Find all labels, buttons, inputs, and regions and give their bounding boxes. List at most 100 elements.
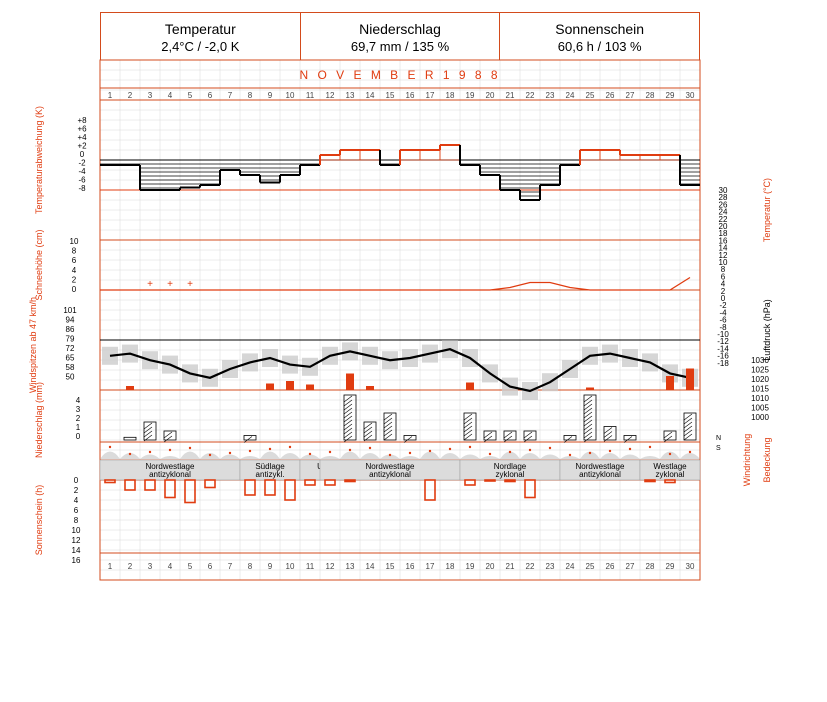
header-cell-sunshine: Sonnenschein 60,6 h / 103 %	[500, 13, 699, 60]
temperature-tick: 4	[721, 280, 726, 289]
day-label-bottom: 6	[208, 562, 213, 571]
sunshine-tick: 16	[72, 556, 81, 565]
cloud-cover-shape	[440, 453, 460, 459]
day-label-bottom: 12	[326, 562, 335, 571]
weather-type-label: Nordwestlage	[366, 462, 415, 471]
cloud-cover-shape	[240, 456, 260, 459]
cloud-cover-shape	[640, 456, 660, 459]
pressure-tick: 1015	[751, 385, 769, 394]
day-label-top: 12	[326, 91, 335, 100]
wind-direction-dot	[108, 445, 112, 449]
header-value-sunshine: 60,6 h / 103 %	[557, 39, 642, 54]
precip-hatch	[583, 423, 593, 431]
day-label-bottom: 26	[606, 562, 615, 571]
day-label-bottom: 30	[686, 562, 695, 571]
wind-tick: 101	[63, 306, 77, 315]
day-label-top: 22	[526, 91, 535, 100]
cloud-cover-shape	[680, 453, 700, 459]
precip-hatch	[363, 434, 373, 442]
header-value-precipitation: 69,7 mm / 135 %	[350, 39, 450, 54]
precip-hatch	[603, 431, 613, 438]
precip-axis-label: Niederschlag (mm)	[34, 382, 44, 458]
snowfall-mark: +	[147, 279, 153, 290]
precip-hatch	[143, 426, 153, 434]
precip-bar	[243, 435, 257, 441]
precip-bar	[123, 436, 137, 441]
month-title: N O V E M B E R 1 9 8 8	[299, 68, 500, 82]
precip-hatch	[383, 429, 393, 437]
pressure-tick: 1020	[751, 375, 769, 384]
day-label-top: 7	[228, 91, 233, 100]
cloud-cover-shape	[420, 451, 440, 459]
snow-tick: 8	[72, 247, 77, 256]
wind-gust-bar	[306, 384, 314, 390]
day-label-top: 10	[286, 91, 295, 100]
precip-bar	[463, 412, 477, 441]
precip-hatch	[463, 425, 473, 433]
day-label-top: 26	[606, 91, 615, 100]
precip-hatch	[343, 403, 353, 411]
cloud-cover-shape	[180, 451, 200, 459]
sunshine-bar	[504, 479, 516, 483]
temperature-tick: -10	[717, 330, 729, 339]
cloud-cover-shape	[120, 453, 140, 459]
temperature-axis-label: Temperatur (°C)	[762, 178, 772, 242]
weather-type-label: antizykl.	[256, 470, 285, 479]
precip-hatch	[563, 436, 573, 443]
anomaly-fill	[419, 149, 441, 161]
weather-type-label: Nordwestlage	[146, 462, 195, 471]
precip-hatch	[143, 434, 153, 442]
day-label-top: 2	[128, 91, 133, 100]
wind-tick: 86	[66, 325, 75, 334]
day-label-top: 21	[506, 91, 515, 100]
anomaly-axis-label: Temperaturabweichung (K)	[34, 106, 44, 214]
wind-direction-dot	[548, 446, 552, 450]
precip-hatch	[383, 413, 393, 421]
day-label-bottom: 21	[506, 562, 515, 571]
precip-hatch	[383, 417, 393, 425]
day-label-bottom: 18	[446, 562, 455, 571]
header-title-precipitation: Niederschlag	[359, 21, 441, 37]
temperature-tick: -2	[719, 301, 727, 310]
precip-hatch	[363, 426, 373, 434]
anomaly-tick: +2	[77, 142, 87, 151]
day-label-bottom: 1	[108, 562, 113, 571]
day-label-bottom: 25	[586, 562, 595, 571]
precip-bar	[563, 435, 577, 441]
temperature-tick: -6	[719, 316, 727, 325]
wind-direction-dot	[608, 449, 612, 453]
precip-hatch	[683, 413, 693, 421]
snow-tick: 10	[70, 237, 79, 246]
day-label-top: 27	[626, 91, 635, 100]
cloud-cover-shape	[360, 453, 380, 459]
day-label-top: 30	[686, 91, 695, 100]
temperature-tick: 18	[719, 229, 728, 238]
day-label-bottom: 24	[566, 562, 575, 571]
wind-direction-dot	[368, 446, 372, 450]
day-label-top: 17	[426, 91, 435, 100]
sunshine-axis-label: Sonnenschein (h)	[34, 485, 44, 556]
temperature-tick: 12	[719, 251, 728, 260]
wind-gust-bar	[346, 373, 354, 390]
wind-direction-dot	[668, 452, 672, 456]
cloud-cover-axis-label: Bedeckung	[762, 437, 772, 482]
precip-bar	[503, 430, 517, 441]
cloud-cover-shape	[220, 454, 240, 459]
precip-hatch	[343, 399, 353, 407]
precip-hatch	[483, 435, 493, 443]
day-label-top: 3	[148, 91, 153, 100]
day-label-bottom: 27	[626, 562, 635, 571]
precip-hatch	[583, 399, 593, 407]
wind-direction-dot	[308, 452, 312, 456]
day-label-bottom: 5	[188, 562, 193, 571]
cloud-cover-shape	[260, 451, 280, 459]
day-label-bottom: 14	[366, 562, 375, 571]
wind-direction-dot	[408, 451, 412, 455]
sunshine-bar	[124, 479, 136, 491]
day-label-top: 16	[406, 91, 415, 100]
sunshine-bar	[464, 479, 476, 486]
precip-bar	[663, 430, 677, 441]
sunshine-bar	[304, 479, 316, 486]
cloud-cover-shape	[400, 456, 420, 459]
day-label-bottom: 15	[386, 562, 395, 571]
